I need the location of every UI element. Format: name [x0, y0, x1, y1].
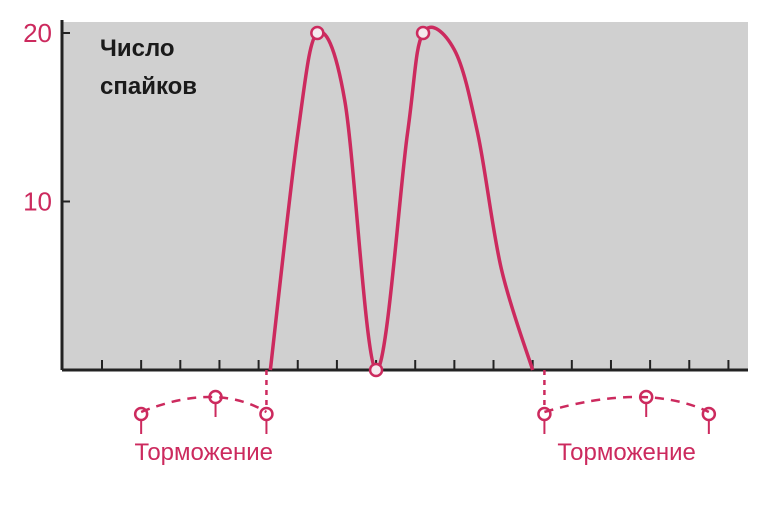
y-axis-label-line-2: спайков [100, 73, 197, 100]
inhibition-curve [544, 395, 710, 414]
data-point [310, 25, 325, 41]
zero-marker [259, 406, 274, 422]
y-axis-label-line-1: Число [100, 35, 175, 62]
inhibition-curve [140, 395, 268, 414]
inhibition-label: Торможение [557, 439, 695, 466]
zero-marker [537, 406, 552, 422]
y-tick-label: 10 [23, 187, 52, 217]
y-tick-label: 20 [23, 18, 52, 48]
series-group [268, 25, 535, 378]
zero-marker [133, 406, 149, 422]
plot-background [62, 22, 748, 370]
data-line [268, 25, 535, 372]
y-axis-label: Число спайков [100, 35, 197, 100]
data-point [415, 25, 431, 41]
zero-marker [701, 406, 717, 422]
inhibition-label: Торможение [135, 439, 273, 466]
annotations-group: Торможение Торможение [133, 370, 717, 466]
data-point [368, 362, 384, 378]
